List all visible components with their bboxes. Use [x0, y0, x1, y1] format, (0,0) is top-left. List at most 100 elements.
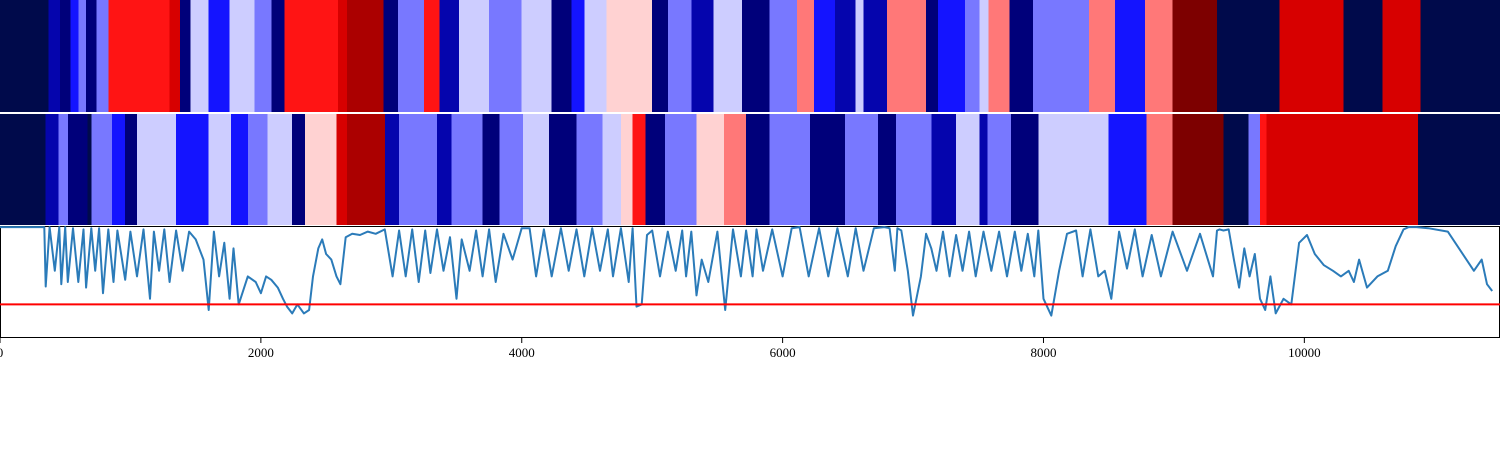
heatmap-cell: [439, 0, 460, 112]
heatmap-cell: [652, 0, 669, 112]
heatmap-cell: [169, 0, 181, 112]
heatmap-cell: [459, 0, 490, 112]
heatmap-cell: [584, 0, 601, 112]
heatmap-cell: [1248, 114, 1261, 225]
heatmap-cell: [1145, 0, 1174, 112]
heatmap-cell: [723, 114, 747, 225]
heatmap-cell: [645, 114, 666, 225]
heatmap-cell: [1010, 114, 1039, 225]
heatmap-cell: [956, 114, 981, 225]
heatmap-cell: [78, 0, 87, 112]
heatmap-cell: [691, 0, 714, 112]
heatmap-cell: [1223, 114, 1249, 225]
x-tick-label: 8000: [1030, 345, 1056, 360]
heatmap-cell: [979, 114, 988, 225]
heatmap-cell: [337, 0, 348, 112]
heatmap-cell: [600, 0, 608, 112]
heatmap-cell: [346, 114, 386, 225]
line-plot-panel: [0, 226, 1500, 338]
heatmap-cell: [521, 0, 553, 112]
heatmap-cell: [667, 0, 692, 112]
x-axis: 0 2000 4000 6000 8000 10000: [0, 338, 1321, 360]
heatmap-cell: [1420, 0, 1500, 112]
heatmap-cell: [834, 0, 857, 112]
heatmap-cell: [91, 114, 113, 225]
heatmap-cell: [86, 0, 98, 112]
heatmap-cell: [769, 114, 811, 225]
heatmap-cell: [1216, 0, 1281, 112]
heatmap-cell: [176, 114, 210, 225]
heatmap-cell: [397, 0, 425, 112]
heatmap-cell: [602, 114, 622, 225]
heatmap-cell: [979, 0, 990, 112]
x-tick-label: 2000: [248, 345, 274, 360]
heatmap-cell: [1343, 0, 1384, 112]
heatmap-cell: [1172, 114, 1224, 225]
heatmap-cell: [1033, 0, 1090, 112]
heatmap-cell: [1009, 0, 1034, 112]
heatmap-cell: [606, 0, 653, 112]
heatmap-cell: [292, 114, 306, 225]
heatmap-cell: [987, 114, 1012, 225]
heatmap-cell: [70, 0, 79, 112]
heatmap-cell: [523, 114, 550, 225]
heatmap-row-bottom: [0, 114, 1500, 225]
heatmap-cell: [551, 0, 572, 112]
heatmap-cell: [284, 0, 339, 112]
heatmap-cell: [813, 0, 836, 112]
heatmap-cell: [247, 114, 268, 225]
heatmap-cell: [937, 0, 966, 112]
heatmap-cell: [208, 0, 231, 112]
heatmap-cell: [1279, 0, 1344, 112]
heatmap-cell: [383, 0, 399, 112]
heatmap-cell: [60, 0, 71, 112]
heatmap-cell: [769, 0, 798, 112]
x-tick-label: 6000: [770, 345, 796, 360]
heatmap-cell: [1146, 114, 1174, 225]
heatmap-cell: [886, 0, 927, 112]
heatmap-cell: [254, 0, 272, 112]
heatmap-cell: [877, 114, 897, 225]
heatmap-cell: [965, 0, 981, 112]
heatmap-cell: [931, 114, 957, 225]
heatmap-cell: [0, 0, 49, 112]
heatmap-cell: [632, 114, 647, 225]
heatmap-cell: [305, 114, 338, 225]
heatmap-cell: [482, 114, 501, 225]
heatmap-cell: [549, 114, 578, 225]
heatmap-cell: [271, 0, 285, 112]
heatmap-cell: [1417, 114, 1500, 225]
heatmap-cell: [926, 0, 939, 112]
heatmap-row-top: [0, 0, 1500, 112]
heatmap-cell: [499, 114, 524, 225]
heatmap-cell: [742, 0, 771, 112]
heatmap-cell: [810, 114, 846, 225]
heatmap-cell: [384, 114, 400, 225]
heatmap-cell: [1260, 114, 1268, 225]
heatmap-cell: [48, 0, 61, 112]
heatmap-cell: [67, 114, 88, 225]
heatmap-cell: [451, 114, 484, 225]
heatmap-cell: [45, 114, 60, 225]
heatmap-cell: [190, 0, 210, 112]
heatmap-cell: [229, 0, 255, 112]
heatmap-cell: [399, 114, 438, 225]
plot-frame: [0, 226, 1500, 338]
heatmap-cell: [436, 114, 452, 225]
x-tick-label: 4000: [509, 345, 535, 360]
heatmap-cell: [112, 114, 126, 225]
heatmap-cell: [1108, 114, 1148, 225]
heatmap-cell: [346, 0, 384, 112]
heatmap-cell: [863, 0, 888, 112]
heatmap-cell: [1089, 0, 1116, 112]
heatmap-cell: [267, 114, 293, 225]
heatmap-cell: [696, 114, 725, 225]
heatmap-cell: [845, 114, 879, 225]
heatmap-cell: [58, 114, 69, 225]
heatmap-cell: [230, 114, 249, 225]
heatmap-cell: [1115, 0, 1146, 112]
heatmap-cell: [108, 0, 171, 112]
heatmap-cell: [1038, 114, 1110, 225]
heatmap-cell: [1266, 114, 1419, 225]
